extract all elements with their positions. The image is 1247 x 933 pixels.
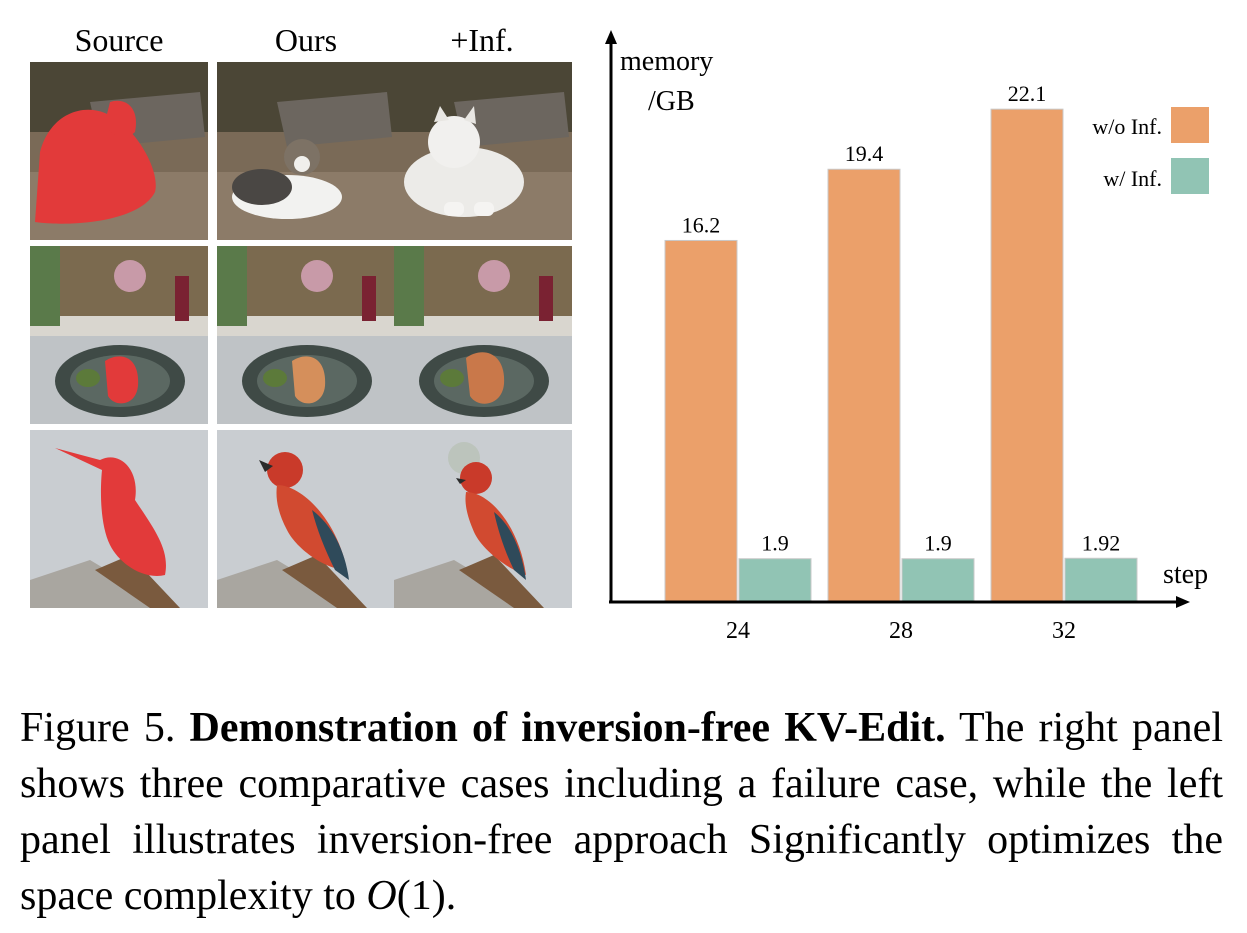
column-header-inf: +Inf. [450,22,514,58]
image-inf-bird [394,430,572,608]
bar-without-inf-step-28 [827,168,901,602]
column-header-source: Source [74,22,164,58]
caption-prefix: Figure 5. [20,705,176,751]
bar-value-label-with-inf-step-32: 1.92 [1082,530,1121,555]
x-axis-arrow [1176,596,1190,608]
y-axis-label-line1: memory [620,46,713,77]
legend-label-without-inf: w/o Inf. [1092,114,1162,139]
caption-end: . [445,873,457,919]
bar-with-inf-step-24 [738,558,812,602]
bar-without-inf-step-32 [990,108,1064,602]
memory-bar-chart: 16.2 1.9 19.4 1.9 22.1 1.92 24 28 32 memory /GB… [605,30,1209,644]
x-ticks-layer: 24 28 32 [726,618,1076,644]
bar-value-label-without-inf-step-32: 22.1 [1008,81,1047,106]
image-ours-cat [217,62,395,240]
x-tick-label-32: 32 [1052,618,1076,644]
y-axis-arrow [605,30,617,44]
bar-labels-layer: 16.2 1.9 19.4 1.9 22.1 1.92 [682,81,1121,556]
x-tick-label-28: 28 [889,618,913,644]
legend: w/o Inf. w/ Inf. [1092,107,1209,194]
figure-caption: Figure 5. Demonstration of inversion-fre… [20,700,1223,924]
x-axis-label: step [1163,559,1208,590]
caption-math-symbol: O [366,873,397,919]
bar-value-label-without-inf-step-24: 16.2 [682,212,721,237]
image-source-bird-masked [30,430,208,608]
image-source-plate-masked [30,246,208,424]
image-inf-cat [394,62,572,240]
bar-value-label-with-inf-step-24: 1.9 [761,531,789,556]
y-axis-label-line2: /GB [648,86,695,117]
bar-value-label-without-inf-step-28: 19.4 [845,141,884,166]
caption-title: Demonstration of inversion-free KV-Edit. [189,705,946,751]
image-ours-bird [217,430,395,608]
column-header-ours: Ours [274,22,338,58]
bars-layer [664,108,1138,602]
caption-math-arg: (1) [396,873,446,919]
bar-with-inf-step-28 [901,558,975,602]
legend-swatch-with-inf [1171,158,1209,194]
bar-with-inf-step-32 [1064,557,1138,602]
image-inf-plate [394,246,572,424]
caption-body: The right panel shows three comparative … [20,705,1223,919]
legend-swatch-without-inf [1171,107,1209,143]
x-tick-label-24: 24 [726,618,750,644]
legend-label-with-inf: w/ Inf. [1103,166,1162,191]
bar-value-label-with-inf-step-28: 1.9 [924,531,952,556]
bar-without-inf-step-24 [664,239,738,602]
image-source-tiger-masked [30,62,208,240]
image-ours-plate [217,246,395,424]
